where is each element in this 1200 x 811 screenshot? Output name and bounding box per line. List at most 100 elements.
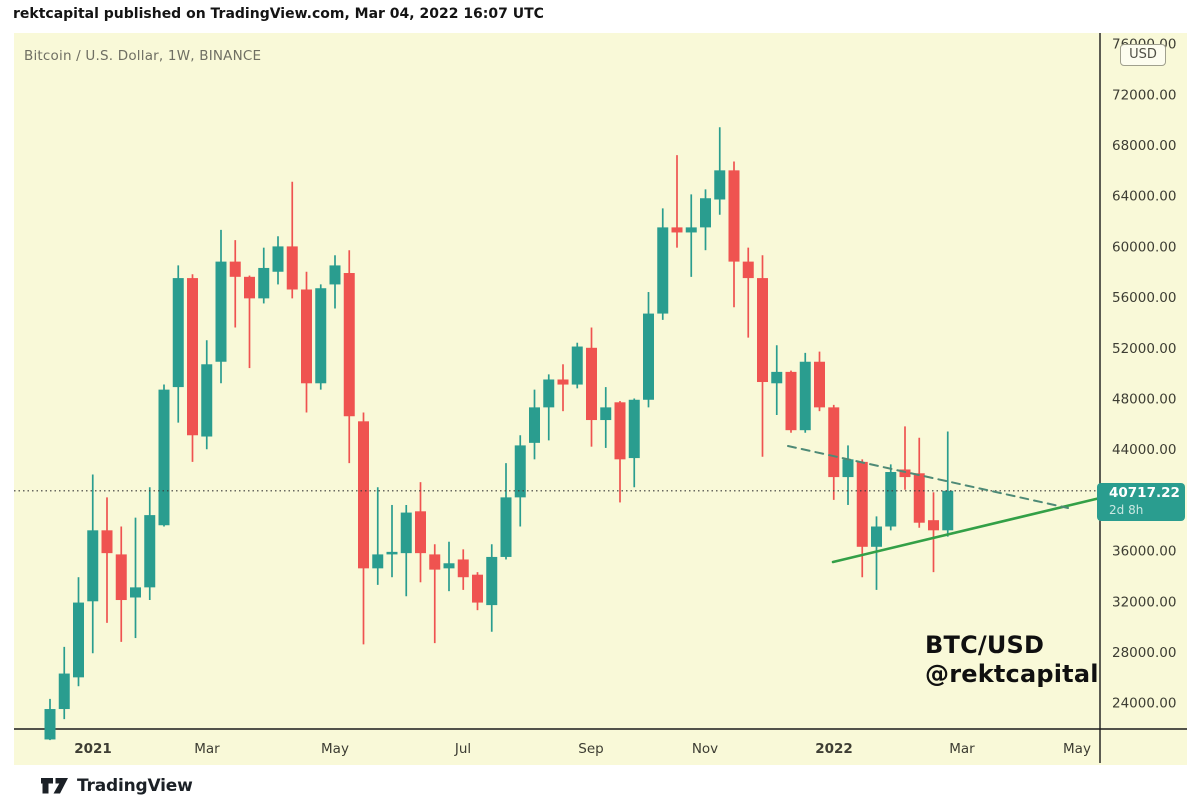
- candle-body: [571, 346, 583, 385]
- candle-body: [757, 278, 768, 383]
- candle-body: [386, 551, 398, 555]
- candle-body: [842, 459, 854, 478]
- candle-body: [258, 267, 270, 299]
- last-price-value: 40717.22: [1109, 485, 1180, 501]
- candle-body: [429, 554, 441, 570]
- candle-body: [286, 246, 298, 290]
- candle-body: [728, 170, 740, 262]
- descending-resistance-trendline[interactable]: [787, 445, 1069, 509]
- time-scale-tick[interactable]: 2021: [74, 741, 112, 757]
- candle-body: [229, 261, 241, 277]
- candle-body: [472, 574, 483, 603]
- price-scale-tick[interactable]: 64000.00: [1112, 189, 1176, 205]
- candle-body: [557, 379, 569, 385]
- candle-body: [500, 497, 512, 557]
- candle-body: [372, 554, 384, 569]
- watermark-symbol: BTC/USD: [925, 631, 1045, 659]
- candle-body: [628, 399, 640, 459]
- candle-body: [942, 490, 954, 531]
- candle-body: [87, 530, 99, 602]
- candle-body: [785, 371, 797, 431]
- candle-body: [685, 227, 697, 233]
- candle-body: [301, 289, 312, 384]
- candle-body: [130, 587, 141, 598]
- chart-watermark: BTC/USD @rektcapital: [925, 631, 1099, 689]
- candle-body: [928, 520, 939, 531]
- candle-body: [899, 469, 911, 478]
- candle-body: [443, 563, 455, 569]
- price-scale-tick[interactable]: 36000.00: [1112, 544, 1176, 560]
- candle-body: [614, 402, 626, 460]
- time-scale-tick[interactable]: Sep: [578, 741, 603, 757]
- candle-body: [457, 559, 469, 578]
- candle-body: [543, 379, 555, 408]
- price-scale-tick[interactable]: 44000.00: [1112, 442, 1176, 458]
- candle-body: [44, 709, 56, 740]
- price-scale-tick[interactable]: 52000.00: [1112, 341, 1176, 357]
- time-scale-tick[interactable]: Nov: [692, 741, 718, 757]
- candle-body: [514, 445, 526, 498]
- price-scale-tick[interactable]: 60000.00: [1112, 239, 1176, 255]
- candle-body: [913, 473, 925, 523]
- price-scale-tick[interactable]: 56000.00: [1112, 290, 1176, 306]
- time-scale-tick[interactable]: Mar: [949, 741, 975, 757]
- ascending-support-trendline[interactable]: [831, 496, 1102, 564]
- time-scale-tick[interactable]: Jul: [454, 741, 471, 757]
- attribution-text: rektcapital published on TradingView.com…: [13, 6, 544, 22]
- candle-body: [343, 273, 355, 417]
- candle-body: [529, 407, 540, 443]
- candle-body: [172, 278, 184, 388]
- candle-body: [486, 556, 498, 606]
- candle-body: [814, 361, 825, 408]
- tradingview-logo-icon: [41, 778, 68, 794]
- candle-body: [771, 371, 783, 384]
- candle-body: [115, 554, 127, 601]
- candle-body: [400, 512, 412, 554]
- candle-body: [828, 407, 840, 478]
- price-scale-tick[interactable]: 32000.00: [1112, 594, 1176, 610]
- watermark-author: @rektcapital: [925, 660, 1099, 688]
- last-price-axis-label: 40717.22 2d 8h: [1097, 483, 1185, 521]
- candle-body: [58, 673, 70, 710]
- candle-body: [158, 389, 170, 526]
- candle-body: [799, 361, 811, 431]
- candle-body: [73, 602, 84, 678]
- candle-body: [856, 461, 868, 547]
- bar-countdown: 2d 8h: [1109, 503, 1144, 517]
- candle-body: [671, 227, 683, 233]
- tradingview-logo-text: TradingView: [77, 776, 193, 796]
- time-scale-tick[interactable]: May: [321, 741, 349, 757]
- candle-body: [700, 198, 711, 228]
- candle-body: [272, 246, 284, 272]
- candle-body: [187, 278, 198, 436]
- candle-body: [144, 515, 156, 588]
- price-scale-tick[interactable]: 72000.00: [1112, 87, 1176, 103]
- candle-body: [643, 313, 654, 400]
- price-scale-tick[interactable]: 28000.00: [1112, 645, 1176, 661]
- candle-body: [315, 288, 327, 384]
- candle-body: [415, 511, 426, 554]
- candle-body: [600, 407, 612, 421]
- candle-body: [871, 526, 882, 547]
- tradingview-footer: TradingView: [40, 776, 193, 796]
- candle-body: [244, 276, 255, 299]
- time-scale-tick[interactable]: 2022: [815, 741, 853, 757]
- price-scale-tick[interactable]: 24000.00: [1112, 696, 1176, 712]
- time-scale-tick[interactable]: May: [1063, 741, 1091, 757]
- time-scale-tick[interactable]: Mar: [194, 741, 220, 757]
- candle-body: [358, 421, 369, 569]
- candle-body: [885, 472, 897, 527]
- symbol-title: Bitcoin / U.S. Dollar, 1W, BINANCE: [24, 48, 262, 64]
- candle-body: [586, 347, 597, 421]
- candle-body: [742, 261, 754, 279]
- candle-body: [101, 530, 113, 554]
- candle-body: [215, 261, 227, 362]
- candle-body: [329, 265, 341, 285]
- price-scale-tick[interactable]: 68000.00: [1112, 138, 1176, 154]
- candle-body: [201, 364, 213, 437]
- price-scale-tick[interactable]: 48000.00: [1112, 392, 1176, 408]
- attribution-bar: rektcapital published on TradingView.com…: [13, 6, 544, 30]
- candle-body: [657, 227, 669, 314]
- currency-toggle-badge[interactable]: USD: [1120, 44, 1166, 66]
